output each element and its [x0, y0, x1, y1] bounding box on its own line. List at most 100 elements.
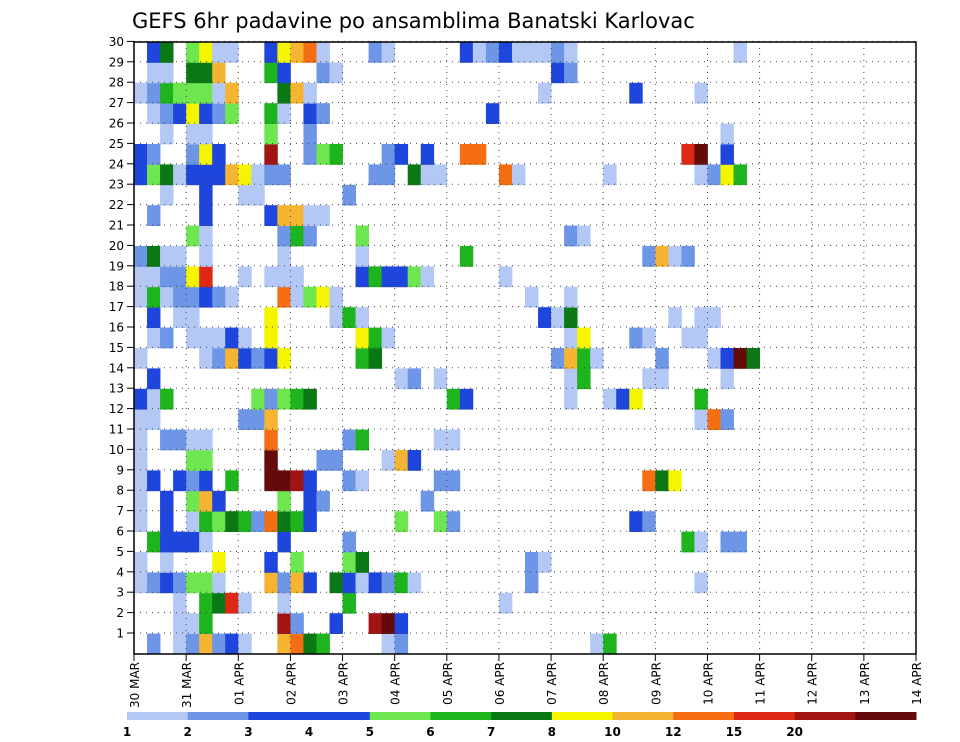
heatmap-cell: [290, 633, 304, 655]
heatmap-cell: [329, 572, 343, 594]
heatmap-cell: [264, 123, 278, 145]
heatmap-cell: [212, 62, 226, 84]
heatmap-cell: [303, 490, 317, 512]
heatmap-cell: [733, 164, 747, 186]
dotted-grid: [134, 40, 916, 654]
y-tick-label: 23: [109, 178, 124, 192]
y-tick-label: 27: [109, 96, 124, 110]
heatmap-cell: [199, 592, 213, 614]
heatmap-cell: [160, 246, 174, 267]
y-tick-label: 10: [109, 443, 124, 457]
heatmap-cell: [694, 572, 708, 594]
heatmap-cell: [160, 82, 174, 104]
heatmap-cell: [186, 144, 200, 165]
heatmap-cell: [355, 429, 369, 451]
colorbar-swatch: [733, 712, 796, 720]
y-tick-label: 16: [109, 321, 124, 335]
heatmap-cell: [316, 286, 330, 308]
heatmap-cell: [212, 286, 226, 308]
heatmap-cell: [303, 103, 317, 124]
heatmap-cell: [199, 450, 213, 471]
heatmap-cell: [564, 307, 578, 328]
heatmap-cell: [199, 286, 213, 308]
y-tick-label: 30: [109, 35, 124, 49]
y-tick-label: 13: [109, 382, 124, 396]
heatmap-cell: [329, 613, 343, 634]
heatmap-cell: [134, 429, 148, 451]
heatmap-cell: [264, 409, 278, 430]
y-tick-label: 22: [109, 198, 124, 212]
colorbar-swatch: [491, 712, 553, 720]
heatmap-cell: [342, 552, 356, 573]
heatmap-cell: [264, 164, 278, 186]
heatmap-cell: [147, 307, 161, 328]
heatmap-cell: [564, 368, 578, 390]
heatmap-cell: [277, 490, 291, 512]
heatmap-cell: [212, 348, 226, 369]
heatmap-cell: [160, 62, 174, 84]
heatmap-cell: [355, 552, 369, 573]
heatmap-cell: [564, 286, 578, 308]
heatmap-cell: [407, 266, 422, 288]
colorbar-swatch: [612, 712, 674, 720]
heatmap-cell: [290, 552, 304, 573]
heatmap-cell: [459, 246, 474, 267]
heatmap-cell: [381, 572, 396, 594]
heatmap-cell: [173, 307, 187, 328]
heatmap-cell: [264, 307, 278, 328]
heatmap-cell: [225, 286, 239, 308]
heatmap-cell: [277, 42, 291, 63]
heatmap-cell: [668, 307, 682, 328]
heatmap-cell: [160, 327, 174, 349]
heatmap-cell: [368, 348, 383, 369]
colorbar-swatch: [794, 712, 856, 720]
heatmap-cell: [238, 327, 252, 349]
heatmap-cell: [212, 552, 226, 573]
colorbar-swatch: [673, 712, 735, 720]
heatmap-cell: [603, 164, 617, 186]
heatmap-cell: [251, 164, 265, 186]
heatmap-cell: [173, 286, 187, 308]
x-tick-label: 14 APR: [910, 662, 924, 705]
heatmap-cell: [186, 429, 200, 451]
heatmap-cell: [199, 490, 213, 512]
heatmap-cell: [642, 511, 656, 532]
heatmap-cell: [590, 633, 604, 655]
heatmap-cell: [564, 225, 578, 247]
heatmap-cell: [225, 103, 239, 124]
heatmap-cell: [160, 42, 174, 63]
heatmap-cell: [134, 246, 148, 267]
heatmap-cell: [147, 103, 161, 124]
heatmap-cell: [264, 205, 278, 226]
heatmap-cell: [446, 511, 461, 532]
heatmap-cell: [694, 388, 708, 410]
heatmap-cell: [160, 103, 174, 124]
colorbar-swatch: [248, 712, 310, 720]
heatmap-cell: [394, 266, 409, 288]
colorbar-swatch: [551, 712, 614, 720]
heatmap-cell: [355, 246, 369, 267]
heatmap-cell: [642, 327, 656, 349]
colorbar-label: 12: [665, 725, 682, 739]
heatmap-cell: [277, 511, 291, 532]
heatmap-cell: [147, 42, 161, 63]
heatmap-cell: [316, 103, 330, 124]
heatmap-cell: [212, 144, 226, 165]
heatmap-cell: [173, 633, 187, 655]
heatmap-cell: [264, 103, 278, 124]
heatmap-cell: [160, 572, 174, 594]
heatmap-cell: [199, 327, 213, 349]
heatmap-cell: [629, 327, 643, 349]
heatmap-cell: [147, 266, 161, 288]
heatmap-cell: [277, 225, 291, 247]
heatmap-cell: [694, 409, 708, 430]
heatmap-cell: [498, 266, 513, 288]
colorbar-label: 4: [305, 725, 313, 739]
heatmap-cell: [199, 123, 213, 145]
heatmap-cell: [394, 144, 409, 165]
heatmap-cell: [433, 164, 448, 186]
heatmap-cell: [746, 348, 760, 369]
heatmap-cell: [160, 552, 174, 573]
heatmap-cell: [329, 450, 343, 471]
